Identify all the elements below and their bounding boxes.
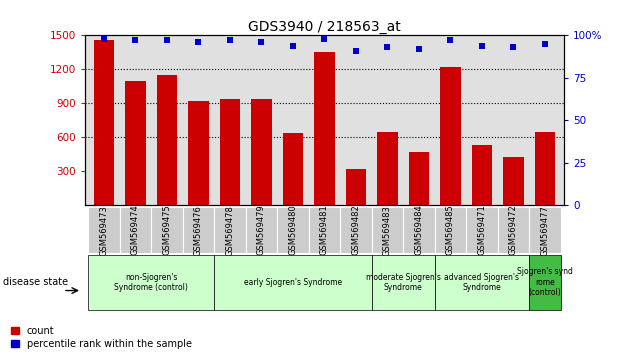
Bar	[498, 207, 529, 253]
Bar	[94, 40, 114, 205]
Bar	[435, 255, 529, 310]
Point	[477, 43, 487, 48]
Bar	[157, 75, 177, 205]
Point	[319, 36, 329, 42]
Text: GSM569471: GSM569471	[478, 205, 486, 256]
Point	[382, 45, 392, 50]
Bar	[372, 207, 403, 253]
Bar	[435, 207, 466, 253]
Text: GSM569480: GSM569480	[289, 205, 297, 256]
Text: advanced Sjogren's
Syndrome: advanced Sjogren's Syndrome	[444, 273, 520, 292]
Point	[99, 36, 109, 42]
Text: GSM569477: GSM569477	[541, 205, 549, 256]
Bar	[151, 207, 183, 253]
Bar	[403, 207, 435, 253]
Point	[414, 46, 424, 52]
Text: disease state: disease state	[3, 277, 68, 287]
Point	[288, 43, 298, 48]
Text: GSM569473: GSM569473	[100, 205, 108, 256]
Bar	[535, 132, 555, 205]
Bar	[377, 132, 398, 205]
Bar	[529, 255, 561, 310]
Bar	[372, 255, 435, 310]
Bar	[125, 81, 146, 205]
Bar	[440, 67, 461, 205]
Text: GSM569481: GSM569481	[320, 205, 329, 256]
Bar	[309, 207, 340, 253]
Text: Sjogren's synd
rome
(control): Sjogren's synd rome (control)	[517, 267, 573, 297]
Point	[130, 38, 140, 43]
Text: GSM569482: GSM569482	[352, 205, 360, 256]
Text: GSM569476: GSM569476	[194, 205, 203, 256]
Text: non-Sjogren's
Syndrome (control): non-Sjogren's Syndrome (control)	[114, 273, 188, 292]
Text: GSM569478: GSM569478	[226, 205, 234, 256]
Bar	[346, 169, 366, 205]
Bar	[283, 133, 303, 205]
Bar	[183, 207, 214, 253]
Text: GSM569484: GSM569484	[415, 205, 423, 256]
Bar	[472, 145, 492, 205]
Text: GSM569474: GSM569474	[131, 205, 140, 256]
Point	[540, 41, 550, 47]
Text: GSM569472: GSM569472	[509, 205, 518, 256]
Text: GSM569475: GSM569475	[163, 205, 171, 256]
Bar	[466, 207, 498, 253]
Bar	[88, 255, 214, 310]
Point	[162, 38, 172, 43]
Text: GSM569483: GSM569483	[383, 205, 392, 256]
Point	[193, 39, 203, 45]
Bar	[251, 99, 272, 205]
Bar	[214, 255, 372, 310]
Bar	[220, 99, 240, 205]
Bar	[120, 207, 151, 253]
Bar	[503, 156, 524, 205]
Bar	[214, 207, 246, 253]
Bar	[314, 52, 335, 205]
Point	[225, 38, 235, 43]
Bar	[409, 152, 429, 205]
Text: GSM569485: GSM569485	[446, 205, 455, 256]
Point	[256, 39, 266, 45]
Text: moderate Sjogren's
Syndrome: moderate Sjogren's Syndrome	[366, 273, 440, 292]
Bar	[188, 101, 209, 205]
Bar	[277, 207, 309, 253]
Text: GSM569479: GSM569479	[257, 205, 266, 256]
Point	[445, 38, 455, 43]
Bar	[88, 207, 120, 253]
Text: early Sjogren's Syndrome: early Sjogren's Syndrome	[244, 278, 342, 287]
Bar	[529, 207, 561, 253]
Point	[508, 45, 518, 50]
Title: GDS3940 / 218563_at: GDS3940 / 218563_at	[248, 21, 401, 34]
Point	[351, 48, 361, 53]
Bar	[246, 207, 277, 253]
Legend: count, percentile rank within the sample: count, percentile rank within the sample	[11, 326, 192, 349]
Bar	[340, 207, 372, 253]
